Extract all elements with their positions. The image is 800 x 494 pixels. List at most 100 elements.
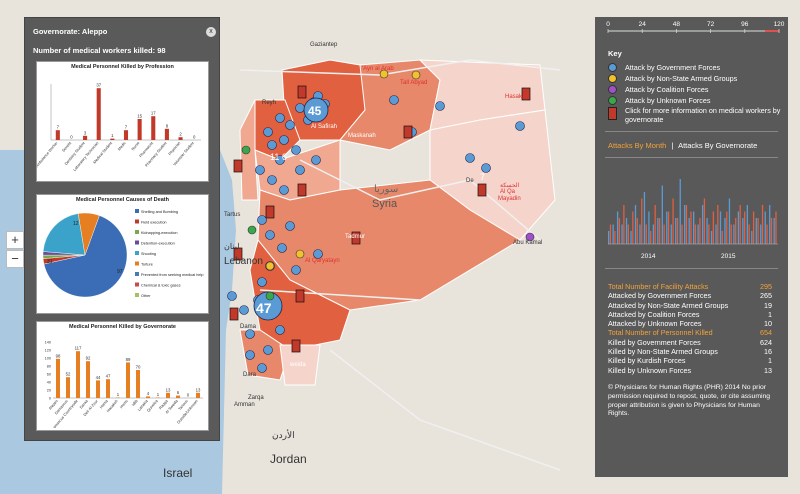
attack-marker[interactable] bbox=[313, 249, 323, 259]
attack-marker[interactable] bbox=[285, 120, 295, 130]
unknown-marker[interactable] bbox=[241, 145, 251, 155]
idlib-cluster-count[interactable]: 11 6 bbox=[270, 152, 287, 162]
month-bar-other bbox=[676, 218, 679, 244]
aleppo-cluster[interactable] bbox=[303, 97, 329, 123]
label-hasakah: Hasakah bbox=[505, 94, 529, 100]
attack-marker[interactable] bbox=[257, 215, 267, 225]
attack-marker[interactable] bbox=[435, 101, 445, 111]
legend-label: Other bbox=[141, 294, 151, 298]
attack-marker[interactable] bbox=[389, 95, 399, 105]
month-bar-gov bbox=[719, 211, 722, 244]
month-bar-gov bbox=[639, 224, 641, 244]
medical-casualty-marker[interactable] bbox=[297, 183, 307, 197]
medical-casualty-marker[interactable] bbox=[297, 85, 307, 99]
attack-marker[interactable] bbox=[227, 291, 237, 301]
attack-marker[interactable] bbox=[267, 140, 277, 150]
stat-label: Killed by Unknown Forces bbox=[608, 365, 692, 375]
attack-marker[interactable] bbox=[291, 265, 301, 275]
attack-marker[interactable] bbox=[285, 221, 295, 231]
y-tick-label: 20 bbox=[47, 389, 51, 393]
nsag-marker[interactable] bbox=[379, 69, 389, 79]
attack-marker[interactable] bbox=[267, 175, 277, 185]
governorate-bar bbox=[136, 370, 140, 398]
key-label: Attack by Coalition Forces bbox=[625, 85, 709, 94]
label-deir: De bbox=[466, 178, 474, 184]
stat-value: 19 bbox=[764, 300, 772, 310]
governorate-bar-label: 47 bbox=[106, 374, 111, 379]
attack-marker[interactable] bbox=[239, 305, 249, 315]
attack-marker[interactable] bbox=[263, 345, 273, 355]
damascus-cluster[interactable] bbox=[253, 291, 283, 321]
governorate-bar-label: 89 bbox=[126, 357, 131, 362]
medical-casualty-marker[interactable] bbox=[351, 231, 361, 245]
zoom-in-button[interactable]: + bbox=[6, 231, 24, 249]
nsag-marker[interactable] bbox=[411, 70, 421, 80]
attack-marker[interactable] bbox=[263, 127, 273, 137]
month-bar-other bbox=[752, 211, 755, 244]
attack-marker[interactable] bbox=[257, 277, 267, 287]
month-bar-other bbox=[609, 224, 612, 244]
tab-attacks-by-governorate[interactable]: Attacks By Governorate bbox=[678, 141, 758, 150]
medical-casualty-marker[interactable] bbox=[477, 183, 487, 197]
key-item[interactable]: Attack by Coalition Forces bbox=[595, 84, 788, 95]
key-item[interactable]: Attack by Unknown Forces bbox=[595, 95, 788, 106]
aleppo-cluster-count[interactable]: 45 bbox=[308, 104, 322, 118]
zoom-out-button[interactable]: − bbox=[6, 250, 24, 268]
medical-casualty-marker[interactable] bbox=[291, 339, 301, 353]
governorate-chart: Medical Personnel Killed by Governorate … bbox=[36, 321, 209, 432]
coalition-marker[interactable] bbox=[525, 232, 535, 242]
attack-marker[interactable] bbox=[481, 163, 491, 173]
profession-bar bbox=[178, 137, 183, 140]
month-bar-other bbox=[717, 205, 719, 244]
stat-value: 16 bbox=[764, 347, 772, 357]
governorate-category-label: Homs bbox=[119, 399, 129, 409]
attack-marker[interactable] bbox=[291, 145, 301, 155]
medical-casualty-marker[interactable] bbox=[403, 125, 413, 139]
attack-marker[interactable] bbox=[275, 113, 285, 123]
nsag-marker[interactable] bbox=[265, 261, 275, 271]
attack-marker[interactable] bbox=[275, 155, 285, 165]
tab-attacks-by-month[interactable]: Attacks By Month bbox=[608, 141, 667, 150]
month-bar-other bbox=[645, 224, 647, 244]
attack-marker[interactable] bbox=[245, 350, 255, 360]
unknown-marker[interactable] bbox=[265, 291, 275, 301]
attack-marker[interactable] bbox=[279, 185, 289, 195]
medical-casualty-marker[interactable] bbox=[233, 159, 243, 173]
month-bar-gov bbox=[679, 179, 681, 244]
month-bar-gov bbox=[697, 224, 699, 244]
month-bar-other bbox=[627, 224, 629, 244]
close-icon[interactable]: x bbox=[206, 27, 216, 37]
key-item[interactable]: Attack by Government Forces bbox=[595, 62, 788, 73]
unknown-marker[interactable] bbox=[247, 225, 257, 235]
medical-casualty-marker[interactable] bbox=[295, 289, 305, 303]
attack-marker[interactable] bbox=[257, 363, 267, 373]
label-tadmur: Tadmur bbox=[345, 234, 366, 240]
governorate-bar bbox=[146, 396, 150, 398]
medical-casualty-marker[interactable] bbox=[265, 205, 275, 219]
pie-value-label: 97 bbox=[117, 269, 123, 275]
attack-marker[interactable] bbox=[465, 153, 475, 163]
attack-marker[interactable] bbox=[277, 243, 287, 253]
attack-marker[interactable] bbox=[245, 329, 255, 339]
stat-value: 265 bbox=[760, 291, 772, 301]
medical-casualty-marker[interactable] bbox=[229, 307, 239, 321]
year-label: 2015 bbox=[721, 253, 736, 260]
attack-marker[interactable] bbox=[311, 155, 321, 165]
attack-marker[interactable] bbox=[515, 121, 525, 131]
attack-marker[interactable] bbox=[279, 135, 289, 145]
timeline-slider[interactable]: 0 24 48 72 96 120 bbox=[595, 17, 788, 41]
governorate-bar bbox=[196, 392, 200, 398]
attack-marker[interactable] bbox=[295, 165, 305, 175]
attack-marker[interactable] bbox=[275, 325, 285, 335]
nsag-marker[interactable] bbox=[295, 249, 305, 259]
deir-cluster-count[interactable]: 7 bbox=[480, 172, 486, 182]
attack-marker[interactable] bbox=[265, 230, 275, 240]
attack-marker[interactable] bbox=[255, 165, 265, 175]
damascus-cluster-count[interactable]: 47 bbox=[256, 300, 272, 316]
key-item[interactable]: Attack by Non-State Armed Groups bbox=[595, 73, 788, 84]
month-bar-other bbox=[663, 224, 665, 244]
medical-casualty-marker[interactable] bbox=[521, 87, 531, 101]
month-bar-other bbox=[766, 224, 768, 244]
medical-casualty-marker[interactable] bbox=[233, 247, 243, 261]
attack-marker[interactable] bbox=[295, 103, 305, 113]
